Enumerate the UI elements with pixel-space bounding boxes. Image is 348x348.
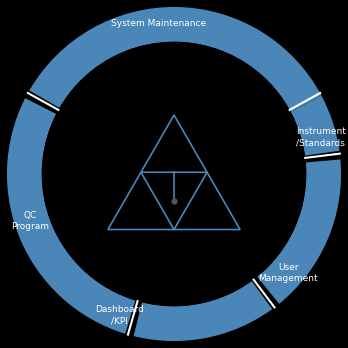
Circle shape bbox=[42, 42, 306, 306]
Text: QC
Program: QC Program bbox=[11, 211, 49, 231]
Wedge shape bbox=[134, 281, 272, 341]
Wedge shape bbox=[257, 159, 341, 304]
Wedge shape bbox=[29, 7, 322, 112]
Text: Dashboard
/KPI: Dashboard /KPI bbox=[95, 305, 144, 325]
Text: User
Management: User Management bbox=[259, 263, 318, 283]
Wedge shape bbox=[7, 98, 135, 334]
Wedge shape bbox=[291, 96, 339, 156]
Text: System Maintenance: System Maintenance bbox=[111, 19, 206, 28]
Text: Instrument
/Standards: Instrument /Standards bbox=[296, 127, 346, 148]
